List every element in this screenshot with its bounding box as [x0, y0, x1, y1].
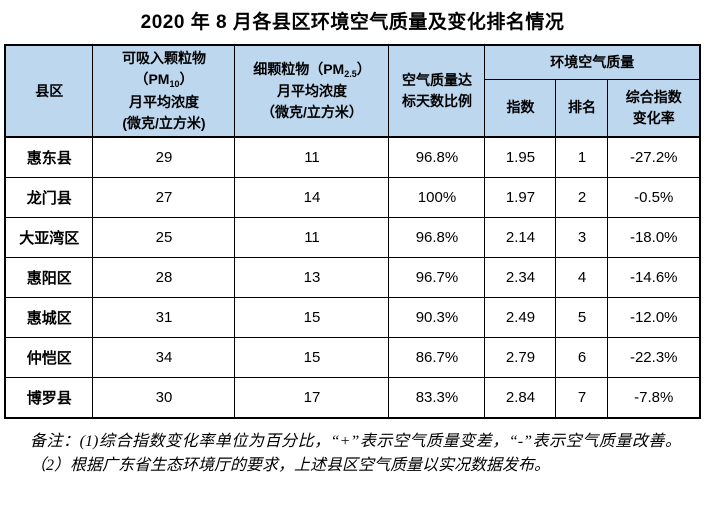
cell-attainment: 83.3% — [388, 377, 486, 419]
pm10-subscript: 10 — [169, 79, 180, 90]
cell-rank: 4 — [555, 257, 609, 298]
cell-county: 博罗县 — [4, 377, 94, 419]
col-header-rank: 排名 — [555, 78, 609, 138]
cell-pm10: 30 — [92, 377, 236, 419]
cell-attainment: 96.8% — [388, 136, 486, 178]
cell-attainment: 96.8% — [388, 217, 486, 258]
cell-rank: 6 — [555, 337, 609, 378]
pm25-subscript: 2.5 — [344, 68, 357, 79]
cell-attainment: 86.7% — [388, 337, 486, 378]
table-header: 县区 可吸入颗粒物 （PM10） 月平均浓度 (微克/立方米) 细颗粒物（PM2… — [4, 44, 701, 138]
pm10-header-line4: (微克/立方米) — [122, 114, 206, 131]
cell-rank: 2 — [555, 177, 609, 218]
cell-pm10: 29 — [92, 136, 236, 178]
cell-index: 2.84 — [484, 377, 557, 419]
table-row: 仲恺区 34 15 86.7% 2.79 6 -22.3% — [4, 337, 701, 378]
table-body: 惠东县 29 11 96.8% 1.95 1 -27.2% 龙门县 27 14 … — [4, 136, 701, 419]
cell-index: 2.14 — [484, 217, 557, 258]
pm10-header-line1: 可吸入颗粒物 — [121, 50, 206, 67]
cell-pm10: 28 — [92, 257, 236, 298]
col-header-change-rate: 综合指数 变化率 — [607, 78, 701, 138]
cell-pm25: 14 — [234, 177, 390, 218]
cell-rank: 5 — [555, 297, 609, 338]
table-row: 博罗县 30 17 83.3% 2.84 7 -7.8% — [4, 377, 701, 419]
cell-pm10: 31 — [92, 297, 236, 338]
cell-rank: 7 — [555, 377, 609, 419]
cell-county: 龙门县 — [4, 177, 94, 218]
col-header-pm10: 可吸入颗粒物 （PM10） 月平均浓度 (微克/立方米) — [92, 44, 236, 138]
pm10-header-line3: 月平均浓度 — [128, 93, 199, 110]
col-header-attainment: 空气质量达 标天数比例 — [388, 44, 486, 138]
cell-pm25: 15 — [234, 337, 390, 378]
footnote: 备注：(1)综合指数变化率单位为百分比，“+”表示空气质量变差，“-”表示空气质… — [30, 433, 681, 474]
page-title: 2020 年 8 月各县区环境空气质量及变化排名情况 — [140, 12, 565, 33]
cell-county: 惠城区 — [4, 297, 94, 338]
cell-pm25: 17 — [234, 377, 390, 419]
table-row: 龙门县 27 14 100% 1.97 2 -0.5% — [4, 177, 701, 218]
cell-pm25: 11 — [234, 217, 390, 258]
cell-change: -27.2% — [607, 136, 701, 178]
cell-county: 大亚湾区 — [4, 217, 94, 258]
cell-rank: 3 — [555, 217, 609, 258]
cell-pm25: 15 — [234, 297, 390, 338]
cell-change: -22.3% — [607, 337, 701, 378]
col-header-index: 指数 — [484, 78, 557, 138]
col-header-pm25: 细颗粒物（PM2.5） 月平均浓度 （微克/立方米） — [234, 44, 390, 138]
table-row: 惠城区 31 15 90.3% 2.49 5 -12.0% — [4, 297, 701, 338]
cell-change: -18.0% — [607, 217, 701, 258]
cell-index: 2.49 — [484, 297, 557, 338]
cell-pm10: 27 — [92, 177, 236, 218]
cell-pm25: 11 — [234, 136, 390, 178]
pm25-header-line3: （微克/立方米） — [261, 104, 363, 121]
air-quality-table: 县区 可吸入颗粒物 （PM10） 月平均浓度 (微克/立方米) 细颗粒物（PM2… — [3, 44, 701, 419]
cell-county: 惠阳区 — [4, 257, 94, 298]
table-row: 惠阳区 28 13 96.7% 2.34 4 -14.6% — [4, 257, 701, 298]
cell-change: -14.6% — [607, 257, 701, 298]
cell-pm10: 25 — [92, 217, 236, 258]
pm10-header-line2: （PM10） — [134, 71, 194, 90]
cell-attainment: 90.3% — [388, 297, 486, 338]
cell-change: -7.8% — [607, 377, 701, 419]
table-row: 大亚湾区 25 11 96.8% 2.14 3 -18.0% — [4, 217, 701, 258]
cell-rank: 1 — [555, 136, 609, 178]
cell-index: 1.97 — [484, 177, 557, 218]
cell-pm10: 34 — [92, 337, 236, 378]
pm25-header-line1: 细颗粒物（PM2.5） — [253, 60, 371, 79]
cell-index: 2.79 — [484, 337, 557, 378]
header-row-group: 县区 可吸入颗粒物 （PM10） 月平均浓度 (微克/立方米) 细颗粒物（PM2… — [4, 44, 701, 138]
cell-attainment: 96.7% — [388, 257, 486, 298]
col-group-env-air-quality: 环境空气质量 — [484, 44, 701, 80]
cell-index: 1.95 — [484, 136, 557, 178]
table-row: 惠东县 29 11 96.8% 1.95 1 -27.2% — [4, 136, 701, 178]
pm25-header-line2: 月平均浓度 — [276, 83, 347, 100]
cell-attainment: 100% — [388, 177, 486, 218]
cell-change: -12.0% — [607, 297, 701, 338]
cell-pm25: 13 — [234, 257, 390, 298]
cell-county: 惠东县 — [4, 136, 94, 178]
cell-index: 2.34 — [484, 257, 557, 298]
cell-county: 仲恺区 — [4, 337, 94, 378]
col-header-county: 县区 — [4, 44, 94, 138]
header-row-sub: 指数 排名 综合指数 变化率 — [5, 78, 701, 138]
cell-change: -0.5% — [607, 177, 701, 218]
